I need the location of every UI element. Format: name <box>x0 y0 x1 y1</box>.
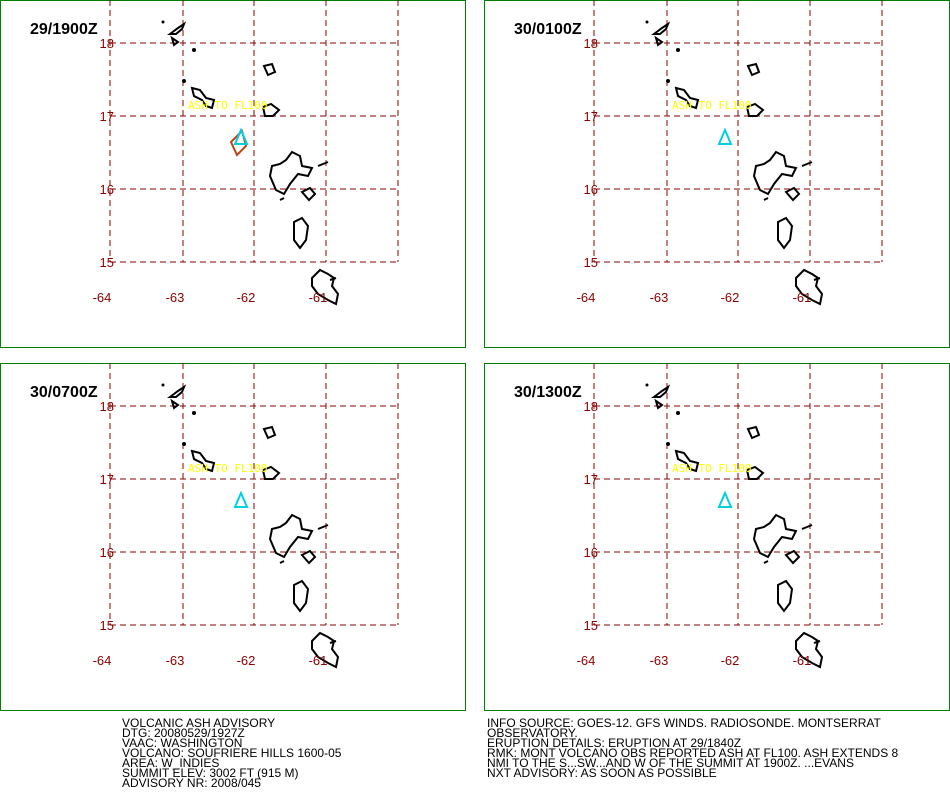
ash-label: ASH TO FL100 <box>672 99 751 112</box>
lat-label: 16 <box>584 545 598 560</box>
lat-label: 18 <box>584 399 598 414</box>
panel-border <box>0 363 466 711</box>
lon-label: -64 <box>93 653 112 668</box>
valid-time: 30/0100Z <box>514 21 582 38</box>
lon-label: -64 <box>93 290 112 305</box>
panel-border <box>484 363 950 711</box>
advisory-line: SUMMIT ELEV: 3002 FT (915 M) <box>122 766 299 780</box>
lon-label: -62 <box>237 290 256 305</box>
coastline <box>644 19 823 305</box>
map-panel: 18 17 16 15 -64 -63 -62 -61 ASH TO FL100 29/1900Z <box>0 0 466 348</box>
panel-border <box>0 0 466 348</box>
volcano <box>233 490 249 508</box>
lon-label: -61 <box>793 290 812 305</box>
lat-label: 17 <box>100 109 114 124</box>
coastline <box>160 19 339 305</box>
advisory-line: NXT ADVISORY: AS SOON AS POSSIBLE <box>487 766 717 780</box>
lat-label: 16 <box>100 182 114 197</box>
lat-label: 16 <box>584 182 598 197</box>
volcano <box>717 127 733 145</box>
advisory-line: ERUPTION DETAILS: ERUPTION AT 29/1840Z <box>487 736 741 750</box>
lat-label: 15 <box>584 255 598 270</box>
map-panel: 18 17 16 15 -64 -63 -62 -61 ASH TO FL100 30/0700Z <box>0 363 466 711</box>
lat-label: 15 <box>100 255 114 270</box>
lat-label: 17 <box>584 109 598 124</box>
advisory-line: VAAC: WASHINGTON <box>122 736 242 750</box>
lat-label: 18 <box>100 36 114 51</box>
lat-label: 18 <box>100 399 114 414</box>
advisory-line: OBSERVATORY. <box>487 726 578 740</box>
ash-label: ASH TO FL100 <box>188 99 267 112</box>
lat-label: 17 <box>100 472 114 487</box>
advisory-line: INFO SOURCE: GOES-12. GFS WINDS. RADIOSO… <box>487 716 881 730</box>
lon-label: -63 <box>650 653 669 668</box>
advisory-line: ADVISORY NR: 2008/045 <box>122 776 261 790</box>
lon-label: -61 <box>793 653 812 668</box>
coastline <box>644 382 823 668</box>
time-box <box>510 18 592 38</box>
volcano <box>233 127 249 145</box>
panel-border <box>484 0 950 348</box>
map-panel: 18 17 16 15 -64 -63 -62 -61 ASH TO FL100 30/0100Z <box>484 0 950 348</box>
lat-label: 15 <box>584 618 598 633</box>
advisory-line: NMI TO THE S...SW...AND W OF THE SUMMIT … <box>487 756 854 770</box>
volcano <box>717 490 733 508</box>
advisory-line: AREA: W_INDIES <box>122 756 219 770</box>
lat-label: 18 <box>584 36 598 51</box>
advisory-line: VOLCANO: SOUFRIERE HILLS 1600-05 <box>122 746 342 760</box>
lat-label: 17 <box>584 472 598 487</box>
lon-label: -61 <box>309 290 328 305</box>
time-box <box>510 381 592 401</box>
advisory-line: VOLCANIC ASH ADVISORY <box>122 716 275 730</box>
valid-time: 29/1900Z <box>30 21 98 38</box>
time-box <box>26 18 108 38</box>
lon-label: -63 <box>166 290 185 305</box>
lon-label: -63 <box>166 653 185 668</box>
lon-label: -63 <box>650 290 669 305</box>
lon-label: -62 <box>721 653 740 668</box>
ash-label: ASH TO FL100 <box>672 462 751 475</box>
coastline <box>160 382 339 668</box>
valid-time: 30/1300Z <box>514 384 582 401</box>
lat-label: 16 <box>100 545 114 560</box>
time-box <box>26 381 108 401</box>
lon-label: -62 <box>721 290 740 305</box>
lon-label: -64 <box>577 290 596 305</box>
lon-label: -62 <box>237 653 256 668</box>
lat-label: 15 <box>100 618 114 633</box>
lon-label: -61 <box>309 653 328 668</box>
advisory-line: RMK: MONT VOLCANO OBS REPORTED ASH AT FL… <box>487 746 899 760</box>
ash-label: ASH TO FL100 <box>188 462 267 475</box>
advisory-line: DTG: 20080529/1927Z <box>122 726 245 740</box>
valid-time: 30/0700Z <box>30 384 98 401</box>
lon-label: -64 <box>577 653 596 668</box>
map-panel: 18 17 16 15 -64 -63 -62 -61 ASH TO FL100 30/1300Z <box>484 363 950 711</box>
